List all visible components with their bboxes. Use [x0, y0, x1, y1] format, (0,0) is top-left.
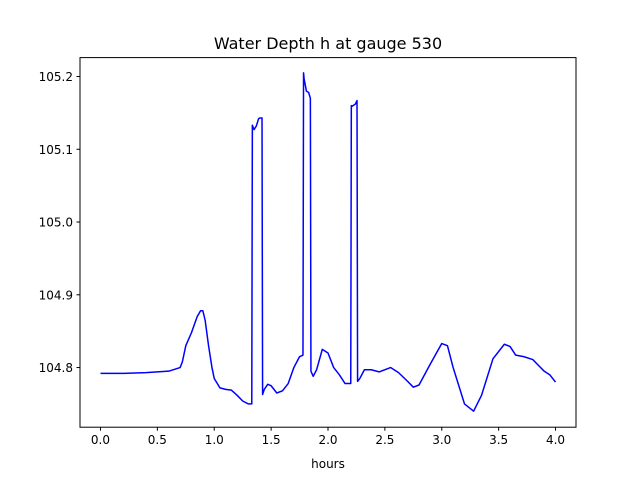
x-tick-label: 2.5 [375, 433, 394, 447]
y-tick-label: 104.8 [39, 361, 73, 375]
y-tick-label: 105.2 [39, 70, 73, 84]
y-tick-label: 104.9 [39, 288, 73, 302]
y-tick-label: 105.1 [39, 143, 73, 157]
y-axis: 104.8 104.9 105.0 105.1 105.2 [39, 70, 80, 375]
x-tick-label: 1.5 [262, 433, 281, 447]
x-axis-label: hours [311, 457, 345, 471]
x-tick-label: 0.5 [148, 433, 167, 447]
x-axis: 0.0 0.5 1.0 1.5 2.0 2.5 3.0 3.5 4.0 [91, 427, 565, 447]
x-tick-label: 2.0 [318, 433, 337, 447]
y-tick-label: 105.0 [39, 216, 73, 230]
series-layer [100, 72, 557, 412]
chart-title: Water Depth h at gauge 530 [214, 34, 442, 53]
x-tick-label: 3.5 [489, 433, 508, 447]
x-tick-label: 3.0 [432, 433, 451, 447]
x-tick-label: 0.0 [91, 433, 110, 447]
x-tick-label: 1.0 [205, 433, 224, 447]
series-line-0 [100, 72, 557, 412]
x-tick-label: 4.0 [546, 433, 565, 447]
